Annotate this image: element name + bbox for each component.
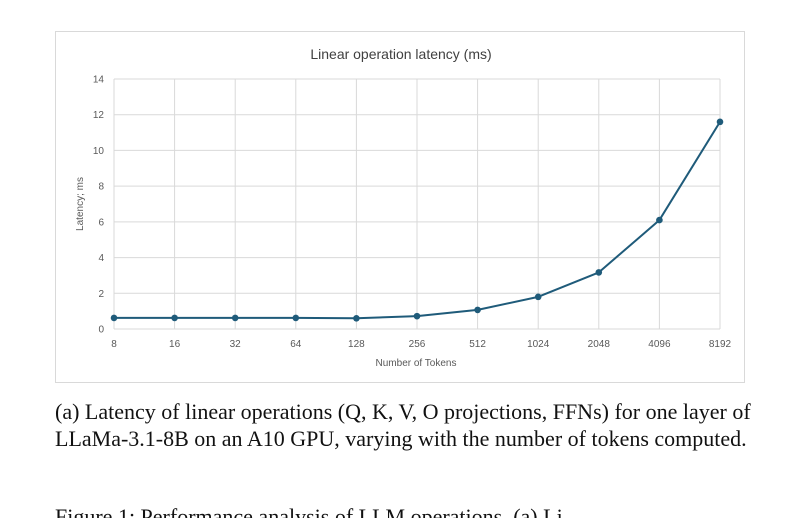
data-point [656, 216, 663, 224]
x-tick-label: 256 [409, 339, 426, 350]
y-tick-label: 0 [98, 325, 104, 336]
y-tick-label: 8 [98, 182, 104, 193]
data-point [110, 314, 118, 322]
data-point [292, 314, 300, 322]
chart-title: Linear operation latency (ms) [310, 46, 491, 62]
x-tick-label: 32 [230, 339, 242, 350]
data-point [413, 312, 421, 320]
y-tick-label: 10 [93, 146, 105, 157]
series-layer [110, 118, 724, 322]
data-point [171, 314, 178, 322]
x-tick-label: 8 [111, 339, 117, 350]
x-tick-label: 16 [169, 339, 181, 350]
data-point [231, 314, 239, 322]
y-tick-label: 6 [98, 217, 104, 228]
cut-off-text-line: Figure 1: Performance analysis of LLM op… [55, 503, 795, 518]
data-point [353, 314, 360, 322]
x-tick-label: 8192 [709, 339, 732, 350]
figure-caption: (a) Latency of linear operations (Q, K, … [55, 399, 751, 451]
x-tick-label: 64 [290, 339, 302, 350]
y-tick-labels: 0 2 4 6 8 10 12 14 [93, 75, 105, 336]
y-tick-label: 14 [93, 75, 105, 86]
grid-lines [113, 78, 721, 330]
x-tick-label: 128 [348, 339, 365, 350]
data-point [534, 293, 542, 301]
chart-frame: 0 2 4 6 8 10 12 14 8 16 32 64 128 256 512 1024 2048 4096… [55, 31, 745, 383]
x-tick-label: 4096 [648, 339, 671, 350]
x-axis-label: Number of Tokens [376, 358, 457, 369]
y-tick-label: 4 [98, 253, 104, 264]
data-point [474, 306, 481, 314]
x-tick-labels: 8 16 32 64 128 256 512 1024 2048 4096 8192 [111, 339, 731, 350]
data-point [716, 118, 724, 126]
x-tick-label: 512 [469, 339, 486, 350]
y-tick-label: 2 [98, 289, 104, 300]
x-tick-label: 2048 [588, 339, 611, 350]
data-point [595, 269, 603, 276]
x-tick-label: 1024 [527, 339, 550, 350]
line-chart: 0 2 4 6 8 10 12 14 8 16 32 64 128 256 512 1024 2048 4096… [75, 46, 732, 369]
cut-off-text: Figure 1: Performance analysis of LLM op… [55, 504, 563, 518]
y-axis-label: Latency; ms [75, 177, 86, 231]
y-tick-label: 12 [93, 110, 105, 121]
